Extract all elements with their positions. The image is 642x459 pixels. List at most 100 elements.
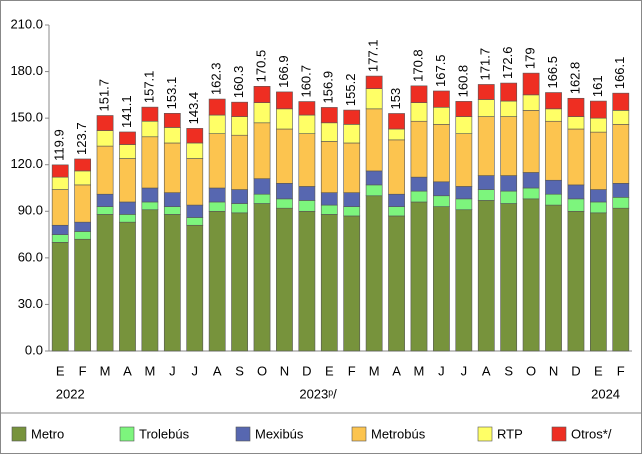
legend-swatch (235, 426, 251, 442)
bar-segment (208, 210, 226, 352)
bar-segment (612, 183, 630, 198)
bar-segment (410, 120, 428, 178)
bar-segment (365, 195, 383, 352)
bar-segment (119, 221, 136, 352)
total-label: 157.1 (141, 71, 156, 104)
bar-segment (231, 134, 248, 190)
bar-segment (163, 192, 181, 207)
year-label: 2022 (56, 386, 85, 401)
bar-segment (51, 164, 69, 178)
bar-segment (477, 99, 495, 117)
x-tick-label: J (461, 363, 468, 378)
bar-segment (455, 116, 473, 134)
bar-segment (208, 187, 226, 203)
bar-segment (433, 181, 450, 197)
bar-segment (320, 204, 338, 215)
legend-label: Trolebús (139, 426, 190, 441)
bar-segment (141, 187, 159, 203)
bar-segment (545, 108, 562, 122)
total-label: 166.5 (545, 56, 560, 89)
bar-segment (253, 203, 271, 352)
x-tick-label: M (414, 363, 425, 378)
bar-segment (522, 172, 540, 189)
x-tick-label: D (571, 363, 580, 378)
bar-segment (522, 187, 540, 200)
total-label: 172.6 (500, 47, 515, 80)
bar-segment (545, 120, 562, 181)
bar-segment (74, 238, 92, 352)
bar-segment (612, 197, 630, 209)
bar-segment (320, 214, 338, 352)
bar-segment (567, 210, 585, 352)
bar-segment (388, 215, 405, 352)
total-label: 160.8 (455, 65, 470, 98)
bar-segment (253, 86, 271, 103)
bar-segment (500, 203, 518, 352)
bar-segment (477, 175, 495, 190)
bar-segment (388, 206, 405, 217)
bar-segment (74, 170, 92, 186)
bar-segment (186, 217, 204, 226)
x-tick-label: S (504, 363, 513, 378)
bar-segment (365, 75, 383, 89)
total-label: 179 (523, 47, 538, 69)
bar-segment (141, 209, 159, 352)
bar-segment (567, 97, 585, 117)
x-tick-label: J (192, 363, 199, 378)
bar-segment (320, 192, 338, 206)
bar-segment (343, 124, 361, 144)
bar-segment (320, 141, 338, 193)
x-tick-label: O (257, 363, 267, 378)
bar-segment (163, 206, 181, 215)
x-tick-label: E (325, 363, 334, 378)
bar-segment (365, 170, 383, 186)
bar-segment (163, 113, 181, 128)
x-tick-label: M (369, 363, 380, 378)
bar-segment (410, 176, 428, 192)
x-tick-label: F (348, 363, 356, 378)
bar-segment (343, 142, 361, 193)
bar-segment (141, 201, 159, 211)
bar-segment (612, 124, 630, 184)
total-label: 153 (388, 88, 403, 110)
bar-segment (186, 158, 204, 206)
bar-segment (119, 214, 136, 223)
bar-segment (567, 198, 585, 212)
legend-label: Otros*/ (571, 426, 612, 441)
total-label: 143.4 (186, 92, 201, 125)
bar-segment (388, 128, 405, 141)
bar-segment (589, 100, 607, 119)
total-label: 166.9 (276, 55, 291, 88)
y-tick-label: 30.0 (18, 296, 43, 311)
bar-segment (365, 88, 383, 110)
x-tick-label: A (213, 363, 222, 378)
total-label: 160.7 (298, 65, 313, 98)
bar-segment (208, 98, 226, 116)
legend-label: Metro (31, 426, 64, 441)
bar-segment (589, 131, 607, 190)
y-tick-label: 0.0 (25, 342, 43, 357)
bar-segment (298, 210, 316, 352)
y-tick-label: 120.0 (10, 156, 43, 171)
bar-segment (51, 224, 69, 235)
x-tick-label: A (392, 363, 401, 378)
bar-segment (163, 214, 181, 352)
total-label: 161 (590, 75, 605, 97)
bar-segment (74, 231, 92, 240)
bar-segment (96, 214, 114, 352)
bar-segment (612, 207, 630, 352)
bar-segment (208, 133, 226, 189)
bar-segment (74, 184, 92, 223)
bar-segment (51, 189, 69, 226)
bar-segment (545, 204, 562, 352)
bar-segment (365, 108, 383, 172)
bar-segment (253, 178, 271, 195)
bar-segment (186, 128, 204, 144)
total-label: 123.7 (74, 122, 89, 155)
bar-segment (477, 189, 495, 201)
bar-segment (477, 200, 495, 352)
bar-segment (141, 120, 159, 138)
legend-swatch (119, 426, 135, 442)
x-tick-label: N (280, 363, 289, 378)
bar-segment (96, 145, 114, 195)
